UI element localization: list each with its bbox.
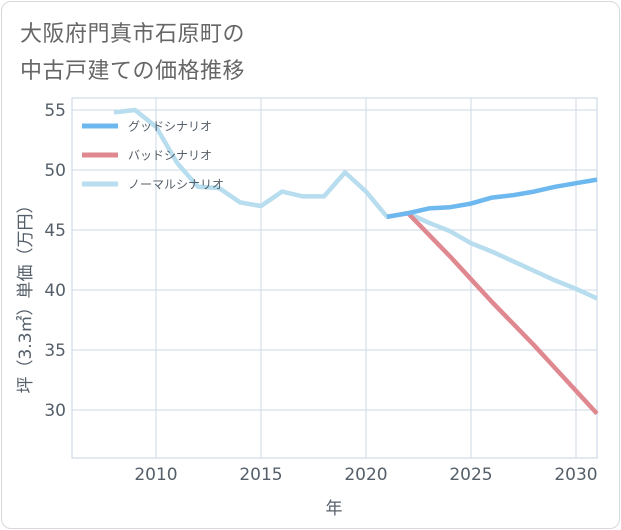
title-line-1: 大阪府門真市石原町の <box>20 22 246 47</box>
legend-label-2: バッドシナリオ <box>128 149 212 163</box>
y-tick-label: 30 <box>44 401 66 421</box>
chart-title: 大阪府門真市石原町の 中古戸建ての価格推移 <box>20 16 245 90</box>
x-tick-label: 2030 <box>554 465 597 485</box>
legend-label-1: グッドシナリオ <box>128 120 212 134</box>
y-axis-title: 坪（3.3㎡）単価（万円） <box>16 196 36 393</box>
x-axis-title: 年 <box>326 499 343 519</box>
y-tick-label: 50 <box>44 161 66 181</box>
y-tick-label: 35 <box>44 341 66 361</box>
y-tick-label: 40 <box>44 281 66 301</box>
title-line-2: 中古戸建ての価格推移 <box>20 59 246 84</box>
y-tick-label: 45 <box>44 221 66 241</box>
series-line-1 <box>386 177 598 220</box>
series-line-3 <box>113 107 598 301</box>
series-line-2 <box>386 210 599 416</box>
x-tick-label: 2020 <box>344 465 387 485</box>
x-tick-label: 2015 <box>239 465 282 485</box>
y-tick-label: 55 <box>44 101 66 121</box>
x-tick-label: 2010 <box>134 465 177 485</box>
plot-area <box>71 97 598 459</box>
legend-label-3: ノーマルシナリオ <box>128 178 224 192</box>
x-tick-label: 2025 <box>449 465 492 485</box>
